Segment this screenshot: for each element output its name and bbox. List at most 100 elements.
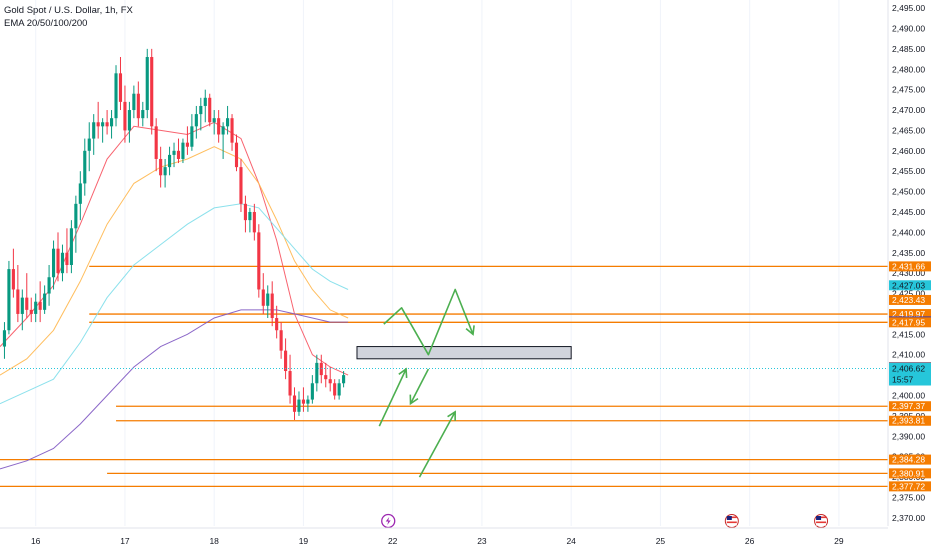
- candle-body: [252, 211, 256, 233]
- candle-body: [279, 330, 283, 351]
- price-tick-label: 2,465.00: [892, 125, 925, 135]
- candle-body: [74, 203, 78, 229]
- bar-countdown-label: 15:57: [892, 375, 914, 385]
- candle-body: [29, 309, 33, 314]
- price-tick-label: 2,450.00: [892, 187, 925, 197]
- candle-body: [181, 142, 185, 159]
- price-tick-label: 2,475.00: [892, 85, 925, 95]
- time-tick-label: 29: [834, 536, 844, 546]
- time-tick-label: 22: [388, 536, 398, 546]
- projection-arrow[interactable]: [418, 411, 456, 478]
- candle-body: [69, 228, 73, 265]
- candle-body: [118, 73, 123, 102]
- candle-body: [105, 122, 109, 127]
- arrow-head: [465, 325, 475, 336]
- candle-body: [83, 150, 87, 184]
- price-tag-label: 2,397.37: [892, 401, 925, 411]
- candle-body: [310, 383, 314, 400]
- projection-arrow[interactable]: [378, 368, 407, 427]
- price-tick-label: 2,490.00: [892, 23, 925, 33]
- event-icons[interactable]: [381, 513, 829, 529]
- us-flag-stripe: [726, 524, 737, 526]
- projection-arrows[interactable]: [378, 288, 475, 478]
- us-flag-canton: [816, 516, 822, 520]
- candle-body: [257, 232, 261, 290]
- candle-body: [270, 293, 274, 319]
- projection-arrow[interactable]: [409, 368, 430, 405]
- candle-body: [315, 362, 319, 384]
- candle-body: [199, 105, 203, 115]
- price-tag: [889, 468, 931, 479]
- price-tag: [889, 294, 931, 305]
- candle-body: [217, 118, 221, 135]
- price-tag-label: 2,377.72: [892, 481, 925, 491]
- candle-body: [114, 73, 118, 119]
- price-tag: [889, 415, 931, 426]
- candle-body: [342, 375, 346, 384]
- price-tick-label: 2,470.00: [892, 105, 925, 115]
- price-tag: [889, 317, 931, 328]
- candle-body: [239, 167, 243, 204]
- candle-body: [226, 118, 230, 127]
- price-tag-label: 2,384.28: [892, 455, 925, 465]
- candle-body: [136, 93, 140, 119]
- indicator-legend[interactable]: EMA 20/50/100/200: [4, 18, 88, 29]
- price-tick-label: 2,460.00: [892, 146, 925, 156]
- candle-body: [168, 154, 172, 168]
- candle-body: [92, 122, 96, 139]
- price-tick-label: 2,440.00: [892, 227, 925, 237]
- price-tick-label: 2,455.00: [892, 166, 925, 176]
- candle-body: [109, 118, 114, 127]
- candle-body: [7, 269, 11, 331]
- us-flag-stripe: [816, 521, 827, 524]
- candlesticks: [2, 48, 346, 420]
- price-tick-label: 2,495.00: [892, 3, 925, 13]
- arrow-head: [398, 367, 408, 379]
- price-tag-label: 2,423.43: [892, 295, 925, 305]
- target-zone-rect[interactable]: [356, 346, 572, 360]
- candle-body: [203, 97, 207, 106]
- time-axis[interactable]: 16 17 18 19 22 23 24 25 26 29: [0, 527, 888, 546]
- candle-body: [275, 318, 279, 331]
- ema-200-line: [0, 309, 349, 470]
- chart-title: Gold Spot / U.S. Dollar, 1h, FX: [4, 5, 133, 16]
- candle-body: [163, 167, 167, 176]
- ema-lines: [0, 121, 349, 470]
- ema-100-line: [0, 203, 349, 405]
- time-tick-label: 24: [566, 536, 576, 546]
- current-price-tag: [889, 362, 931, 386]
- projection-arrow[interactable]: [383, 288, 474, 356]
- candle-body: [194, 114, 198, 127]
- grid: [35, 0, 840, 526]
- candle-body: [38, 301, 42, 310]
- candle-body: [141, 110, 145, 119]
- target-zone[interactable]: [356, 346, 572, 360]
- price-tick-label: 2,410.00: [892, 350, 925, 360]
- candle-body: [34, 301, 38, 314]
- price-tag: [889, 280, 931, 291]
- candle-body: [96, 122, 100, 127]
- candle-body: [234, 142, 239, 168]
- price-tag-label: 2,427.03: [892, 280, 925, 290]
- candle-body: [11, 269, 15, 290]
- candle-body: [20, 297, 24, 314]
- candle-body: [230, 118, 234, 143]
- candle-body: [221, 126, 225, 135]
- candle-body: [60, 252, 65, 274]
- candle-body: [248, 211, 252, 221]
- candle-body: [328, 379, 332, 384]
- price-tag-label: 2,393.81: [892, 416, 925, 426]
- candle-body: [266, 293, 270, 306]
- lightning-glyph: [385, 517, 391, 525]
- candle-body: [297, 399, 301, 412]
- candle-body: [185, 142, 189, 147]
- candle-body: [78, 183, 82, 204]
- time-tick-label: 19: [299, 536, 309, 546]
- candle-body: [145, 57, 149, 111]
- candle-body: [324, 375, 328, 380]
- candle-body: [159, 158, 163, 176]
- candle-body: [25, 297, 29, 310]
- horizontal-levels[interactable]: [0, 265, 888, 488]
- candle-body: [56, 248, 60, 274]
